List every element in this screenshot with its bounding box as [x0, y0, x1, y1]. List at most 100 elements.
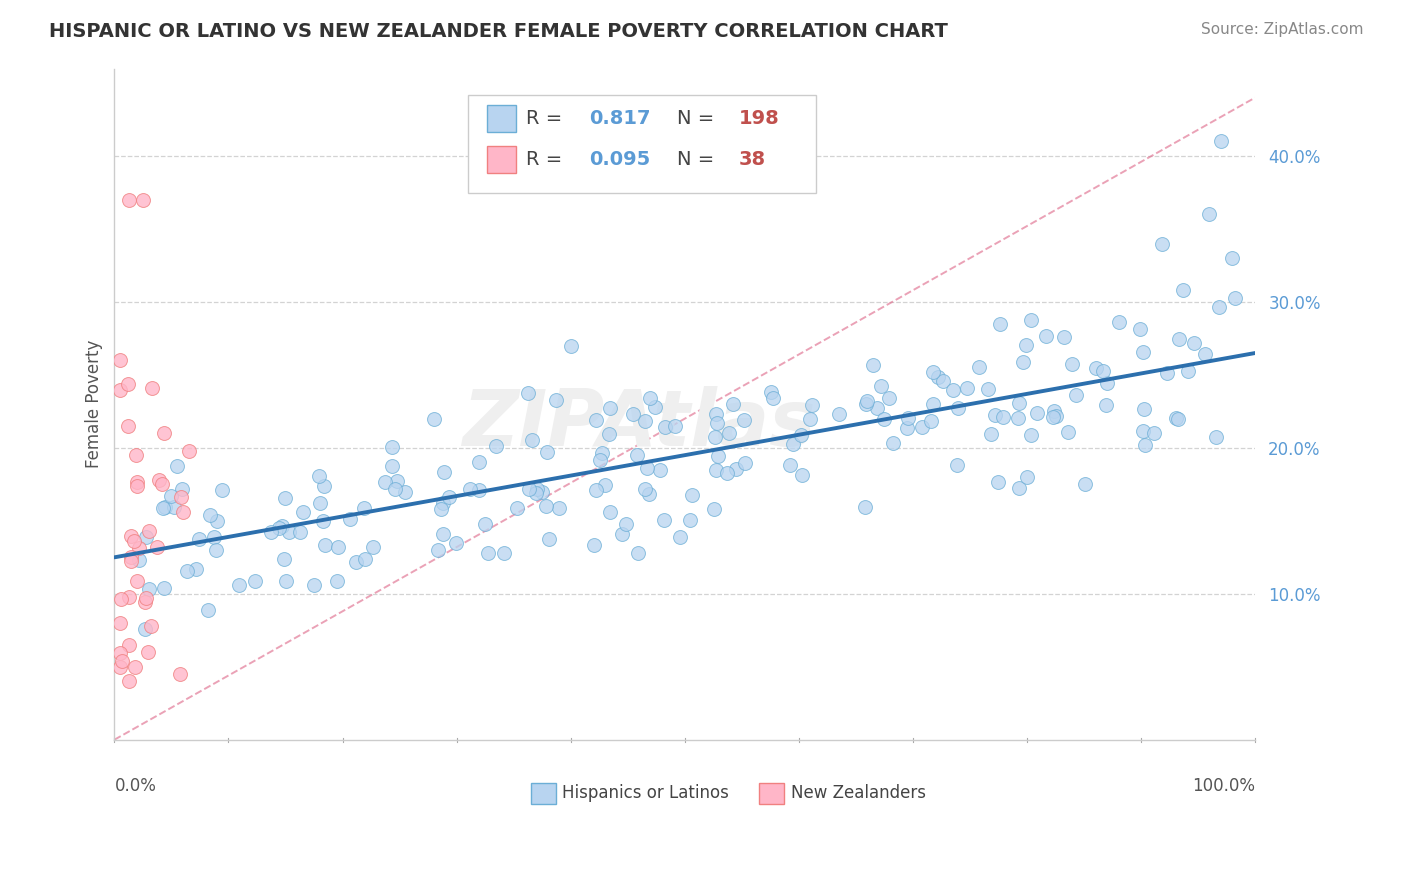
- Point: [664, 418, 686, 433]
- Bar: [488, 145, 516, 172]
- Point: [627, 546, 650, 560]
- Point: [433, 465, 456, 479]
- Point: [1008, 395, 1031, 409]
- Point: [429, 501, 451, 516]
- Point: [197, 603, 219, 617]
- Point: [599, 401, 621, 415]
- Point: [122, 533, 145, 548]
- Point: [1091, 363, 1114, 377]
- Point: [591, 446, 613, 460]
- Point: [1053, 330, 1076, 344]
- Point: [1225, 291, 1247, 305]
- Point: [1015, 470, 1038, 484]
- Point: [468, 455, 491, 469]
- Point: [942, 383, 965, 397]
- Point: [267, 521, 290, 535]
- Point: [1043, 404, 1066, 418]
- Point: [118, 638, 141, 652]
- Point: [1035, 329, 1057, 343]
- Point: [277, 524, 299, 539]
- Point: [725, 461, 748, 475]
- Point: [911, 419, 934, 434]
- Point: [870, 379, 893, 393]
- Point: [1167, 412, 1189, 426]
- Point: [374, 475, 396, 490]
- Point: [468, 483, 491, 498]
- Point: [1143, 426, 1166, 441]
- Point: [118, 590, 141, 604]
- Point: [271, 519, 294, 533]
- Point: [855, 396, 877, 410]
- Point: [983, 408, 1005, 422]
- Point: [703, 502, 725, 516]
- Point: [967, 359, 990, 374]
- Point: [1208, 300, 1230, 314]
- Text: 100.0%: 100.0%: [1192, 777, 1256, 795]
- Point: [152, 581, 174, 595]
- Point: [1205, 430, 1227, 444]
- Point: [538, 533, 561, 547]
- Point: [920, 414, 942, 428]
- Point: [516, 386, 538, 401]
- Point: [946, 401, 969, 416]
- Point: [593, 478, 616, 492]
- Point: [273, 551, 295, 566]
- Point: [211, 483, 233, 498]
- Point: [179, 443, 201, 458]
- Point: [1194, 347, 1216, 361]
- Point: [108, 646, 131, 660]
- Point: [426, 543, 449, 558]
- Point: [716, 467, 738, 481]
- Point: [1074, 477, 1097, 491]
- Point: [118, 673, 141, 688]
- Point: [474, 516, 496, 531]
- Text: N =: N =: [676, 110, 720, 128]
- Point: [790, 428, 813, 442]
- Point: [245, 574, 267, 589]
- Bar: [759, 782, 785, 804]
- Point: [363, 540, 385, 554]
- Point: [599, 505, 621, 519]
- Point: [135, 591, 157, 605]
- Point: [394, 484, 416, 499]
- Point: [312, 514, 335, 528]
- Point: [980, 426, 1002, 441]
- Text: R =: R =: [526, 110, 568, 128]
- Point: [1132, 401, 1154, 416]
- Point: [734, 456, 756, 470]
- Point: [344, 555, 367, 569]
- Point: [187, 533, 209, 547]
- Point: [492, 546, 515, 560]
- Point: [506, 500, 529, 515]
- Point: [153, 500, 176, 514]
- Text: Source: ZipAtlas.com: Source: ZipAtlas.com: [1201, 22, 1364, 37]
- Point: [172, 482, 194, 496]
- Point: [524, 486, 547, 500]
- Point: [976, 382, 998, 396]
- Point: [1171, 283, 1194, 297]
- Point: [108, 353, 131, 368]
- Point: [148, 473, 170, 487]
- Bar: [488, 105, 516, 132]
- Point: [828, 408, 851, 422]
- Point: [638, 391, 661, 405]
- Point: [314, 537, 336, 551]
- Point: [381, 458, 404, 473]
- Point: [922, 397, 945, 411]
- Point: [633, 482, 655, 496]
- Point: [1084, 361, 1107, 376]
- Point: [679, 513, 702, 527]
- Point: [1133, 437, 1156, 451]
- Point: [138, 524, 160, 538]
- Point: [1152, 237, 1174, 252]
- Point: [1198, 207, 1220, 221]
- Point: [198, 508, 221, 522]
- Point: [150, 476, 173, 491]
- Point: [124, 448, 146, 462]
- Point: [704, 430, 727, 444]
- Point: [644, 400, 666, 414]
- Point: [1008, 481, 1031, 495]
- Point: [987, 475, 1010, 490]
- Point: [108, 615, 131, 630]
- Point: [423, 411, 446, 425]
